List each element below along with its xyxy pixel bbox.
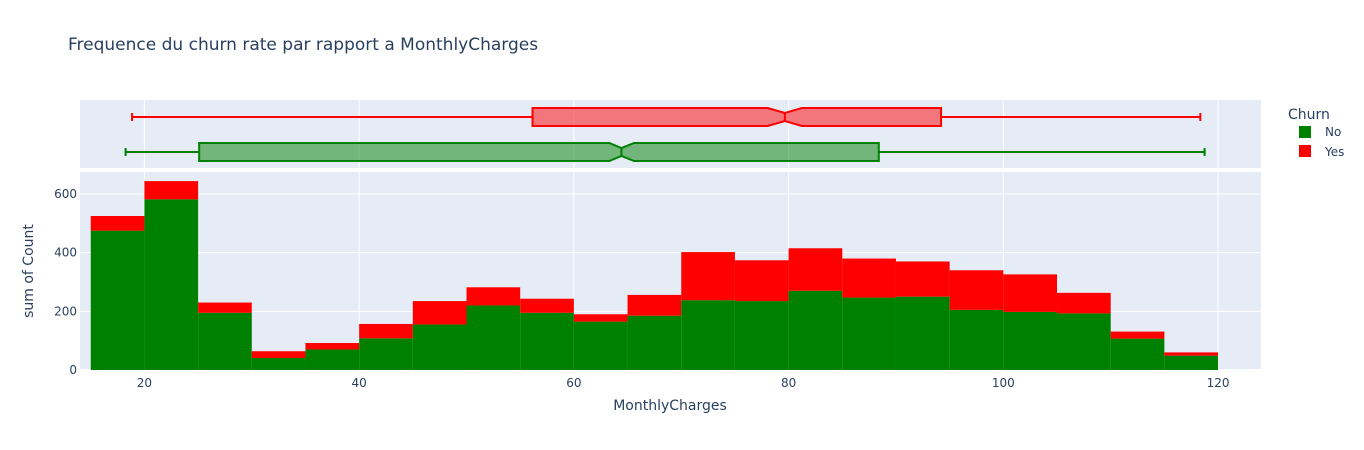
x-tick-label: 80 bbox=[781, 376, 796, 390]
bar-yes-bin bbox=[627, 294, 682, 316]
bar-no-bin bbox=[1057, 313, 1111, 370]
bar-no-bin bbox=[520, 312, 574, 370]
bar-yes-bin bbox=[949, 270, 1004, 310]
bar-yes-bin bbox=[681, 252, 735, 301]
x-tick-label: 60 bbox=[566, 376, 581, 390]
y-tick-label: 200 bbox=[54, 304, 77, 318]
x-tick-label: 120 bbox=[1207, 376, 1230, 390]
x-tick-label: 20 bbox=[137, 376, 152, 390]
bar-no-bin bbox=[949, 309, 1004, 370]
bar-yes-bin bbox=[90, 216, 145, 231]
bar-no-bin bbox=[198, 312, 252, 370]
bar-yes-bin bbox=[1057, 292, 1111, 314]
bar-no-bin bbox=[1110, 338, 1165, 370]
bar-no-bin bbox=[90, 230, 145, 370]
bar-no-bin bbox=[573, 321, 628, 370]
bar-no-bin bbox=[359, 338, 413, 370]
x-tick-label: 100 bbox=[992, 376, 1015, 390]
legend-label-yes[interactable]: Yes bbox=[1324, 145, 1344, 159]
bar-yes-bin bbox=[359, 323, 413, 339]
bar-no-bin bbox=[305, 349, 360, 370]
bar-no-bin bbox=[251, 357, 306, 370]
bar-no-bin bbox=[144, 199, 199, 370]
axis-ticks: 20 40 60 80 100 120 0 200 400 600 bbox=[54, 187, 1229, 390]
bar-yes-bin bbox=[573, 314, 628, 322]
bar-yes-bin bbox=[466, 287, 521, 306]
bar-no-bin bbox=[627, 315, 682, 370]
boxplot-yes bbox=[131, 107, 1202, 127]
bar-yes-bin bbox=[1164, 352, 1219, 356]
legend: Churn No Yes bbox=[1288, 107, 1344, 159]
bar-yes-bin bbox=[198, 302, 252, 313]
bar-yes-bin bbox=[144, 181, 199, 200]
bar-yes-bin bbox=[895, 261, 950, 297]
bar-no-bin bbox=[412, 324, 467, 370]
bar-yes-bin bbox=[788, 248, 843, 291]
bar-no-bin bbox=[734, 301, 789, 370]
bar-yes-bin bbox=[734, 260, 789, 302]
bar-yes-bin bbox=[251, 351, 306, 358]
y-tick-label: 400 bbox=[54, 246, 77, 260]
boxplot-no-box bbox=[198, 142, 880, 162]
box-plots bbox=[124, 107, 1206, 162]
boxplot-no bbox=[124, 142, 1206, 162]
histogram-bars bbox=[90, 181, 1219, 370]
bar-yes-bin bbox=[1003, 274, 1058, 312]
legend-title: Churn bbox=[1288, 107, 1330, 123]
bar-no-bin bbox=[466, 305, 521, 370]
legend-label-no[interactable]: No bbox=[1325, 125, 1341, 139]
bar-no-bin bbox=[1164, 355, 1219, 370]
y-tick-label: 600 bbox=[54, 187, 77, 201]
bar-no-bin bbox=[895, 296, 950, 370]
bar-yes-bin bbox=[412, 301, 467, 325]
bar-no-bin bbox=[788, 290, 843, 370]
bar-no-bin bbox=[842, 297, 896, 370]
bar-no-bin bbox=[681, 300, 735, 370]
bar-yes-bin bbox=[1110, 331, 1165, 339]
x-tick-label: 40 bbox=[352, 376, 367, 390]
y-tick-label: 0 bbox=[69, 363, 77, 377]
y-axis-title: sum of Count bbox=[21, 224, 37, 318]
bar-no-bin bbox=[1003, 311, 1058, 370]
boxplot-yes-box bbox=[531, 107, 943, 127]
chart-title: Frequence du churn rate par rapport a Mo… bbox=[68, 35, 538, 55]
x-axis-title: MonthlyCharges bbox=[613, 398, 727, 414]
bar-yes-bin bbox=[305, 343, 360, 350]
legend-swatch-yes[interactable] bbox=[1299, 145, 1311, 157]
bar-yes-bin bbox=[520, 298, 574, 313]
legend-swatch-no[interactable] bbox=[1299, 126, 1311, 138]
bar-yes-bin bbox=[842, 258, 896, 298]
